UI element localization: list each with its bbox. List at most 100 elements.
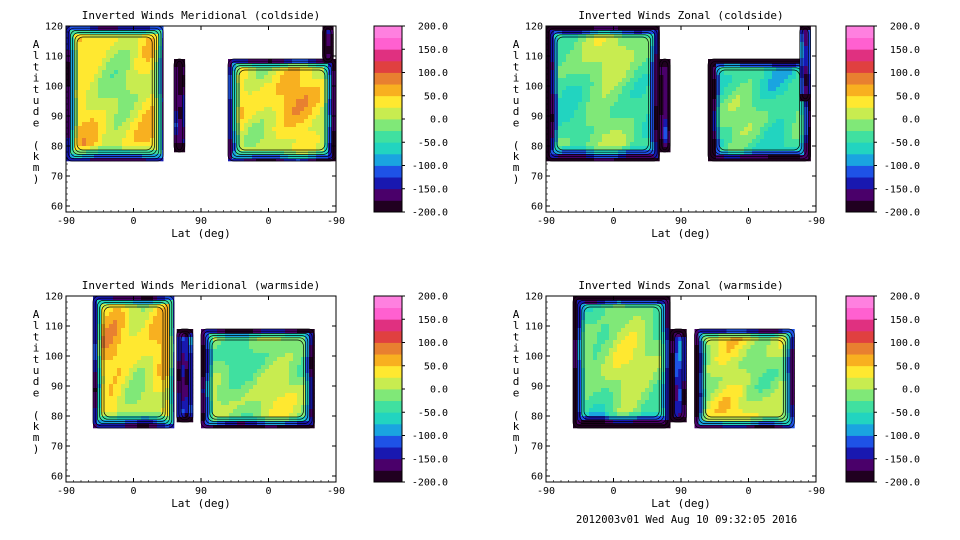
colorbar: 200.0 150.0 100.0 50.0 0.0 -50.0 -100.0 -150.0 -…: [373, 22, 448, 219]
colorbar-segment: [374, 177, 402, 190]
colorbar-segment: [846, 365, 874, 378]
x-tick-label: 0: [745, 486, 751, 497]
plot-area: [66, 26, 336, 162]
colorbar-segment: [374, 188, 402, 201]
chart-panel-3: Inverted Winds Meridional (warmside) 60 70…: [33, 279, 448, 510]
colorbar-segment: [374, 365, 402, 378]
colorbar-segment: [846, 319, 874, 332]
data-region: [669, 328, 687, 423]
x-tick-label: -90: [57, 216, 75, 227]
plot-area: [572, 296, 795, 429]
colorbar-segment: [374, 342, 402, 355]
colorbar-tick-label: 200.0: [418, 292, 448, 303]
colorbar-tick-label: 150.0: [890, 315, 920, 326]
x-tick-label: -90: [57, 486, 75, 497]
y-tick-label: 80: [51, 412, 63, 423]
data-region: [659, 58, 671, 153]
chart-panel-4: Inverted Winds Zonal (warmside) 60 70 80 90 1…: [513, 279, 920, 510]
colorbar-segment: [846, 423, 874, 436]
colorbar-segment: [374, 26, 402, 39]
colorbar-tick-label: 100.0: [418, 338, 448, 349]
y-tick-label: 80: [51, 142, 63, 153]
colorbar-segment: [846, 142, 874, 155]
colorbar-tick-label: -50.0: [418, 138, 448, 149]
colorbar-segment: [374, 130, 402, 143]
colorbar-segment: [374, 470, 402, 483]
plot-area: [92, 296, 315, 429]
colorbar-segment: [374, 142, 402, 155]
colorbar-tick-label: 100.0: [890, 338, 920, 349]
colorbar-segment: [846, 95, 874, 108]
colorbar-segment: [374, 200, 402, 213]
colorbar-tick-label: -200.0: [884, 478, 920, 489]
colorbar-tick-label: 0.0: [430, 385, 448, 396]
colorbar-segment: [374, 319, 402, 332]
colorbar-segment: [374, 165, 402, 178]
colorbar-tick-label: 50.0: [896, 361, 920, 372]
colorbar-segment: [374, 49, 402, 62]
colorbar-segment: [846, 188, 874, 201]
colorbar-segment: [846, 377, 874, 390]
y-tick-label: 60: [531, 202, 543, 213]
x-tick-label: 90: [195, 486, 207, 497]
colorbar-segment: [374, 400, 402, 413]
colorbar-segment: [846, 342, 874, 355]
colorbar-segment: [374, 107, 402, 120]
colorbar-segment: [846, 107, 874, 120]
colorbar-tick-label: -50.0: [890, 138, 920, 149]
plot-area: [546, 26, 811, 162]
data-region: [546, 26, 660, 162]
data-region: [92, 296, 175, 429]
colorbar: 200.0 150.0 100.0 50.0 0.0 -50.0 -100.0 -150.0 -…: [845, 292, 920, 489]
x-axis-label: Lat (deg): [171, 497, 231, 510]
colorbar-segment: [846, 470, 874, 483]
colorbar-tick-label: 100.0: [418, 68, 448, 79]
colorbar-segment: [846, 435, 874, 448]
x-tick-label: -90: [537, 486, 555, 497]
y-tick-label: 120: [45, 22, 63, 33]
x-tick-label: 0: [265, 486, 271, 497]
x-tick-label: -90: [537, 216, 555, 227]
colorbar-tick-label: 200.0: [418, 22, 448, 33]
colorbar-segment: [374, 354, 402, 367]
x-tick-label: 0: [265, 216, 271, 227]
colorbar-segment: [374, 435, 402, 448]
colorbar-tick-label: -150.0: [412, 454, 448, 465]
colorbar-tick-label: 200.0: [890, 292, 920, 303]
y-tick-label: 80: [531, 412, 543, 423]
colorbar-segment: [846, 296, 874, 309]
footer-timestamp: 2012003v01 Wed Aug 10 09:32:05 2016: [576, 514, 798, 526]
y-tick-label: 70: [531, 172, 543, 183]
colorbar-tick-label: 100.0: [890, 68, 920, 79]
y-tick-label: 100: [45, 82, 63, 93]
chart-title: Inverted Winds Meridional (coldside): [82, 9, 320, 22]
y-tick-label: 90: [531, 382, 543, 393]
colorbar-tick-label: 0.0: [902, 385, 920, 396]
colorbar-tick-label: 0.0: [430, 115, 448, 126]
colorbar-tick-label: 150.0: [418, 315, 448, 326]
colorbar-tick-label: -200.0: [412, 478, 448, 489]
x-axis-label: Lat (deg): [651, 497, 711, 510]
colorbar-segment: [374, 423, 402, 436]
y-tick-label: 100: [525, 352, 543, 363]
colorbar-tick-label: -200.0: [884, 208, 920, 219]
y-tick-label: 100: [525, 82, 543, 93]
y-tick-label: 120: [525, 292, 543, 303]
x-tick-label: 90: [675, 486, 687, 497]
y-tick-label: 110: [45, 322, 63, 333]
chart-title: Inverted Winds Zonal (coldside): [578, 9, 783, 22]
chart-panel-2: Inverted Winds Zonal (coldside) 60 70 80 90 1…: [513, 9, 920, 240]
x-tick-label: -90: [807, 216, 825, 227]
colorbar-segment: [374, 330, 402, 343]
data-region: [694, 328, 795, 429]
colorbar-segment: [846, 84, 874, 97]
chart-panel-1: Inverted Winds Meridional (coldside) 60 70…: [33, 9, 448, 240]
y-tick-label: 70: [51, 172, 63, 183]
colorbar-tick-label: -200.0: [412, 208, 448, 219]
colorbar-tick-label: -100.0: [412, 431, 448, 442]
data-region: [66, 26, 164, 162]
colorbar-tick-label: -150.0: [884, 184, 920, 195]
colorbar-segment: [846, 119, 874, 132]
